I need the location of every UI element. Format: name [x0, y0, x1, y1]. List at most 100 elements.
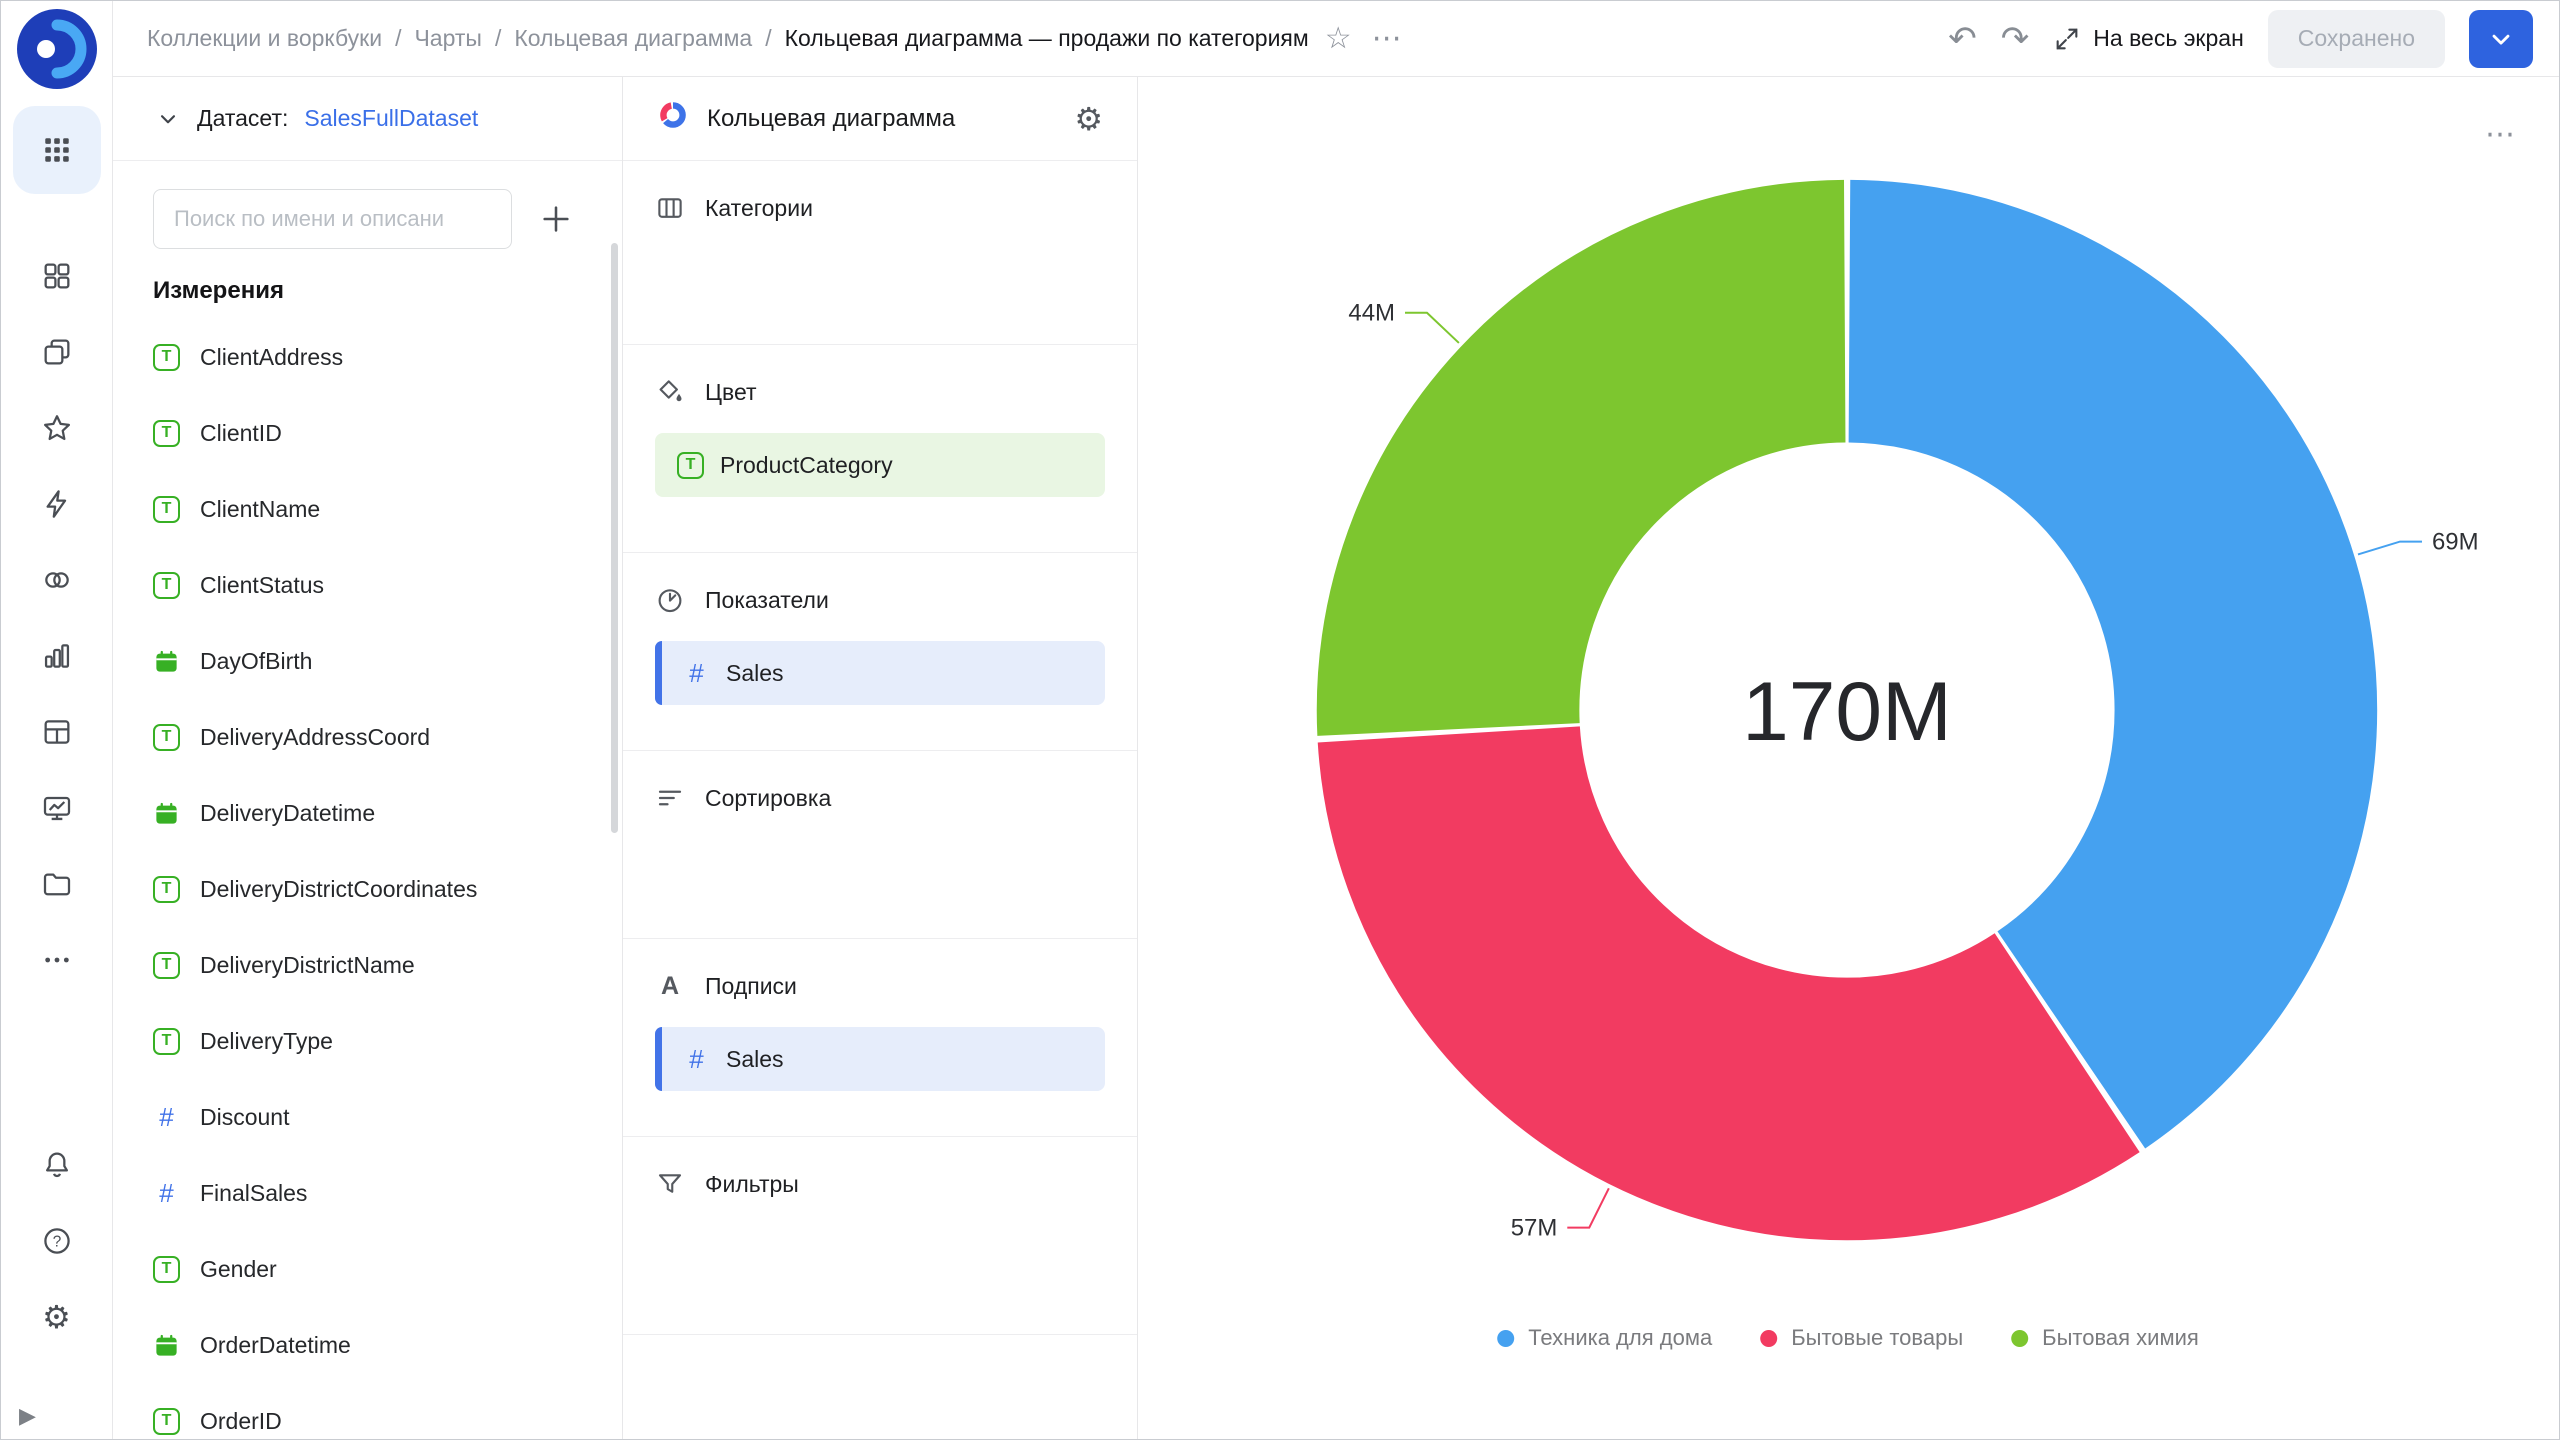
- collections-icon[interactable]: [39, 334, 75, 370]
- field-name: DeliveryDistrictName: [200, 951, 415, 978]
- save-dropdown-button[interactable]: [2469, 9, 2533, 68]
- field-row[interactable]: # Discount: [153, 1079, 582, 1155]
- datasets-table-icon[interactable]: [39, 714, 75, 750]
- field-name: DeliveryAddressCoord: [200, 723, 431, 750]
- settings-gear-icon[interactable]: ⚙: [42, 1299, 71, 1335]
- number-field-icon: #: [689, 657, 704, 688]
- add-field-button[interactable]: [530, 193, 582, 245]
- chart-area: ⋯ 69M 57M 44M 170M Техника для дома Бытовые…: [1138, 77, 2559, 1439]
- storage-folder-icon[interactable]: [39, 866, 75, 902]
- field-row[interactable]: T ClientAddress: [153, 319, 582, 395]
- field-row[interactable]: T ClientName: [153, 471, 582, 547]
- segment-value-label: 57M: [1511, 1215, 1558, 1242]
- number-field-icon: #: [159, 1101, 174, 1132]
- monitoring-icon[interactable]: [39, 790, 75, 826]
- notifications-bell-icon[interactable]: [39, 1147, 75, 1183]
- field-row[interactable]: T DeliveryDistrictName: [153, 927, 582, 1003]
- text-field-icon: T: [677, 451, 704, 479]
- field-name: DayOfBirth: [200, 647, 313, 674]
- datalens-logo[interactable]: [16, 9, 97, 94]
- field-row[interactable]: T ClientStatus: [153, 547, 582, 623]
- scrollbar-thumb[interactable]: [611, 243, 618, 833]
- field-name: OrderID: [200, 1407, 282, 1434]
- fields-list: T ClientAddress T ClientID T ClientName T Clien…: [153, 319, 582, 1439]
- field-name: OrderDatetime: [200, 1331, 351, 1358]
- donut-segment[interactable]: [1316, 179, 2378, 1241]
- section-filters: Фильтры: [623, 1137, 1137, 1335]
- chip-label: ProductCategory: [720, 451, 893, 478]
- expand-panel-icon[interactable]: ▶: [19, 1403, 36, 1428]
- favorites-star-icon[interactable]: [39, 410, 75, 446]
- chip-label: Sales: [726, 1045, 784, 1072]
- segment-value-label: 44M: [1348, 300, 1395, 327]
- field-row[interactable]: DeliveryDatetime: [153, 775, 582, 851]
- field-row[interactable]: DayOfBirth: [153, 623, 582, 699]
- segment-leader-line: [2357, 540, 2422, 556]
- help-icon[interactable]: ?: [39, 1223, 75, 1259]
- apps-grid-icon: [39, 132, 75, 168]
- measure-field-chip[interactable]: # Sales: [655, 641, 1105, 705]
- section-sort: Сортировка: [623, 751, 1137, 939]
- legend-item[interactable]: Техника для дома: [1497, 1325, 1712, 1351]
- favorite-star-icon[interactable]: ☆: [1324, 22, 1352, 55]
- color-field-chip[interactable]: T ProductCategory: [655, 433, 1105, 497]
- dataset-panel: Датасет: SalesFullDataset Измерения T Cli…: [113, 77, 623, 1439]
- field-row[interactable]: T Gender: [153, 1231, 582, 1307]
- undo-icon[interactable]: ↶: [1948, 19, 1977, 58]
- chart-settings-gear-icon[interactable]: ⚙: [1074, 100, 1103, 137]
- more-actions-icon[interactable]: ⋯: [1371, 22, 1404, 55]
- legend-item[interactable]: Бытовая химия: [2011, 1325, 2199, 1351]
- donut-chart[interactable]: 69M 57M 44M 170M: [1138, 77, 2559, 1439]
- charts-icon[interactable]: [39, 638, 75, 674]
- segment-leader-line: [1567, 1187, 1610, 1229]
- section-label: Категории: [705, 194, 813, 221]
- field-row[interactable]: T DeliveryAddressCoord: [153, 699, 582, 775]
- legend-label: Бытовые товары: [1791, 1325, 1964, 1350]
- field-row[interactable]: OrderDatetime: [153, 1307, 582, 1383]
- redo-icon[interactable]: ↷: [2000, 19, 2030, 58]
- chart-legend: Техника для дома Бытовые товары Бытовая …: [1497, 1325, 2199, 1351]
- dataset-name-link[interactable]: SalesFullDataset: [304, 105, 479, 131]
- collapse-chevron-icon[interactable]: [155, 106, 181, 132]
- categories-icon: [655, 193, 685, 223]
- text-field-icon: T: [153, 723, 180, 751]
- legend-dot: [1760, 1329, 1778, 1347]
- donut-chart-type-icon[interactable]: [657, 99, 689, 138]
- legend-dot: [2011, 1329, 2029, 1347]
- quick-actions-icon[interactable]: [39, 486, 75, 522]
- field-row[interactable]: T OrderID: [153, 1383, 582, 1439]
- field-name: Discount: [200, 1103, 290, 1130]
- breadcrumb-item-collections[interactable]: Коллекции и воркбуки: [147, 25, 383, 51]
- section-label: Подписи: [705, 972, 797, 999]
- donut-segment[interactable]: [1316, 179, 2378, 1241]
- field-row[interactable]: T ClientID: [153, 395, 582, 471]
- dashboards-icon[interactable]: [39, 258, 75, 294]
- breadcrumb-item-charts[interactable]: Чарты: [414, 25, 482, 51]
- dimensions-section-title: Измерения: [153, 277, 284, 304]
- section-label: Показатели: [705, 586, 829, 613]
- donut-segment[interactable]: [1316, 179, 2378, 1241]
- breadcrumb-item-donut[interactable]: Кольцевая диаграмма: [514, 25, 753, 51]
- breadcrumb: Коллекции и воркбуки / Чарты / Кольцевая…: [147, 25, 1309, 52]
- text-field-icon: T: [153, 419, 180, 447]
- field-row[interactable]: # FinalSales: [153, 1155, 582, 1231]
- field-search-input[interactable]: [153, 189, 512, 249]
- dataset-header: Датасет: SalesFullDataset: [113, 77, 622, 161]
- color-icon: [655, 377, 685, 407]
- save-status-button[interactable]: Сохранено: [2267, 9, 2445, 68]
- fullscreen-icon: [2056, 28, 2078, 49]
- more-icon[interactable]: [39, 942, 75, 978]
- text-field-icon: T: [153, 495, 180, 523]
- text-field-icon: T: [153, 1255, 180, 1283]
- apps-menu-button[interactable]: [12, 106, 101, 194]
- legend-item[interactable]: Бытовые товары: [1760, 1325, 1963, 1351]
- labels-field-chip[interactable]: # Sales: [655, 1027, 1105, 1091]
- connections-icon[interactable]: [39, 562, 75, 598]
- chart-more-actions-icon[interactable]: ⋯: [2485, 118, 2517, 151]
- field-name: DeliveryDatetime: [200, 799, 376, 826]
- field-row[interactable]: T DeliveryType: [153, 1003, 582, 1079]
- field-row[interactable]: T DeliveryDistrictCoordinates: [153, 851, 582, 927]
- fullscreen-button[interactable]: На весь экран: [2053, 25, 2244, 53]
- section-label: Цвет: [705, 378, 757, 405]
